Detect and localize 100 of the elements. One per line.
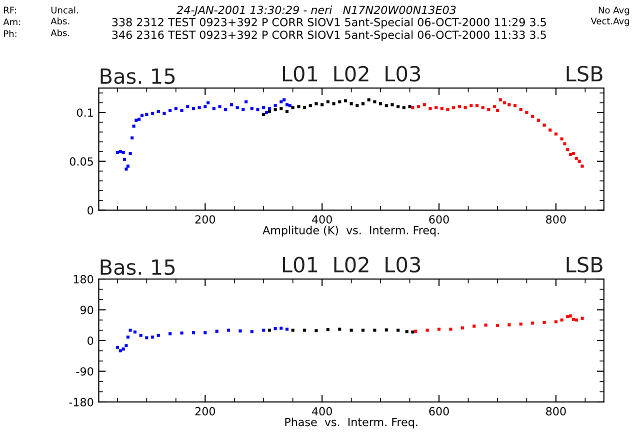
point — [519, 108, 522, 112]
point — [361, 102, 365, 106]
point — [542, 124, 546, 127]
x-tick-label: 800 — [546, 215, 566, 224]
point — [180, 109, 184, 112]
point — [493, 105, 496, 108]
point — [384, 104, 388, 108]
point — [566, 315, 570, 318]
point — [536, 118, 540, 122]
point — [250, 330, 254, 334]
point — [344, 99, 347, 102]
point — [122, 151, 125, 154]
point — [224, 108, 228, 112]
point — [519, 322, 522, 326]
text: L01 L02 L03 — [282, 66, 420, 82]
point — [156, 334, 160, 337]
point — [274, 108, 277, 112]
point — [268, 107, 271, 110]
point — [297, 105, 300, 108]
text: Uncal. — [51, 6, 78, 14]
point — [314, 329, 318, 332]
point — [128, 328, 132, 332]
point — [446, 108, 450, 112]
point — [402, 106, 406, 110]
point — [531, 114, 534, 118]
point — [204, 105, 207, 108]
point — [116, 151, 119, 154]
text: LSB — [566, 66, 602, 82]
point — [484, 324, 488, 327]
point — [126, 164, 130, 168]
point — [236, 106, 239, 110]
point — [314, 102, 318, 106]
point — [118, 150, 122, 154]
point — [496, 109, 500, 112]
point — [303, 106, 306, 110]
point — [285, 328, 289, 331]
point — [437, 328, 441, 331]
point — [464, 106, 467, 110]
point — [116, 346, 119, 349]
point — [215, 330, 218, 333]
point — [133, 330, 137, 334]
point — [487, 108, 490, 112]
point — [212, 107, 216, 110]
text: Vect.Avg — [590, 18, 630, 26]
point — [291, 328, 294, 332]
point — [379, 102, 382, 106]
text: Ph: — [4, 30, 16, 37]
point — [122, 158, 126, 161]
point — [145, 112, 148, 116]
point — [396, 105, 400, 108]
point — [554, 132, 558, 136]
x-tick-label: 600 — [429, 215, 449, 224]
point — [390, 103, 394, 106]
point — [373, 328, 376, 332]
point — [422, 103, 426, 106]
point — [145, 336, 148, 340]
y-tick-label: 0.05 — [70, 157, 93, 166]
point — [373, 100, 376, 104]
point — [244, 100, 248, 104]
point — [242, 108, 245, 112]
point — [542, 320, 546, 324]
point — [580, 316, 584, 320]
point — [531, 322, 534, 325]
text: Am: — [3, 18, 20, 26]
point — [574, 318, 578, 322]
point — [449, 328, 452, 331]
text: RF: — [4, 6, 16, 14]
point — [572, 318, 576, 321]
point — [280, 100, 283, 104]
point — [192, 107, 195, 110]
point — [156, 110, 160, 114]
point — [140, 114, 144, 117]
x-axis-title: Phase vs. Interm. Freq. — [285, 418, 418, 428]
point — [192, 331, 195, 334]
point — [320, 103, 324, 106]
point — [132, 124, 136, 128]
point — [262, 328, 266, 332]
text: 338 2312 TEST 0923+392 P CORR SIOV1 5ant-Special 06-OCT-2000 11:29 3.5 — [112, 18, 546, 28]
point — [262, 106, 266, 110]
point — [291, 106, 294, 110]
point — [574, 156, 578, 160]
point — [569, 314, 572, 318]
y-tick-label: 90 — [80, 306, 94, 314]
y-tick-label: 0 — [88, 206, 94, 215]
point — [566, 148, 570, 152]
point — [367, 98, 370, 102]
point — [274, 327, 277, 330]
point — [218, 105, 222, 108]
point — [572, 152, 576, 156]
point — [356, 104, 359, 108]
point — [426, 328, 429, 332]
y-tick-label: -90 — [76, 367, 94, 376]
point — [274, 104, 277, 108]
point — [134, 118, 138, 122]
x-tick-label: 600 — [429, 407, 449, 416]
point — [361, 328, 365, 332]
y-tick-label: -180 — [69, 398, 94, 406]
x-tick-label: 400 — [312, 407, 332, 416]
y-tick-label: 0 — [88, 336, 94, 345]
point — [139, 334, 142, 337]
